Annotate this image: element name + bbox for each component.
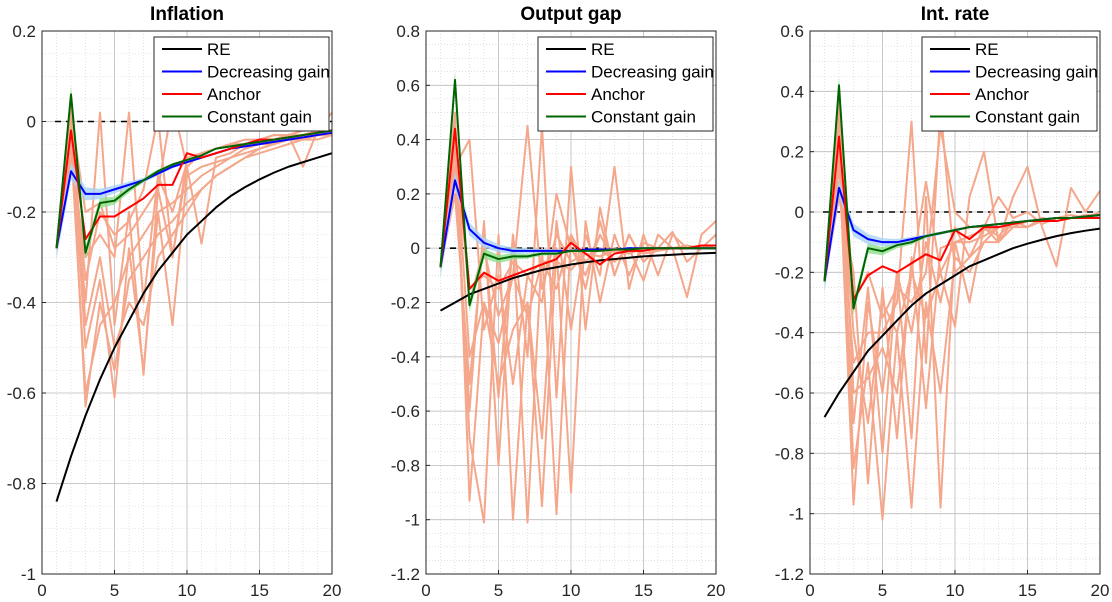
simulation-path-7 [439,152,717,290]
y-tick-label: -1.2 [391,565,420,584]
chart-title: Inflation [150,4,224,25]
simulation-path-2 [55,120,333,399]
legend: RE Decreasing gain Anchor Constant gain [921,36,1098,132]
legend-label: Decreasing gain [591,63,714,82]
panel-1: 0 5 10 15 20 0.8 0.6 0.4 0.2 0 -0.2 -0.4 -0.6 -0.8 -1 -… [391,4,726,600]
x-tick-label: 0 [37,581,46,600]
y-tick-label: -1.2 [775,565,804,584]
decreasing-gain-band [440,171,716,279]
legend-label: Decreasing gain [975,63,1098,82]
x-tick-label: 15 [250,581,269,600]
y-tick-label: -1 [21,565,36,584]
y-tick-label: -0.8 [775,444,804,463]
x-tick-label: 0 [805,581,814,600]
y-tick-label: -0.4 [775,324,804,343]
x-tick-label: 20 [707,581,726,600]
y-tick-label: 0.2 [396,185,420,204]
series-decreasing-gain [55,131,333,249]
series-re [823,227,1101,418]
legend-label: Decreasing gain [207,63,330,82]
x-tick-label: 0 [421,581,430,600]
legend-box [921,36,1098,132]
legend-label: Constant gain [207,108,312,127]
x-tick-label: 20 [1091,581,1110,600]
simulation-path-6 [439,125,717,318]
legend-label: Constant gain [975,108,1080,127]
y-tick-label: -0.2 [391,294,420,313]
chart-title: Int. rate [921,4,990,25]
series-re [55,152,333,502]
y-tick-label: -0.4 [391,348,420,367]
series-re [440,251,717,312]
x-tick-label: 10 [178,581,197,600]
series-constant-gain [823,84,1101,310]
y-tick-label: 0 [411,239,420,258]
y-tick-label: -0.6 [391,402,420,421]
series-constant-gain [55,93,333,254]
y-tick-label: -0.4 [7,294,36,313]
simulation-path-5 [823,135,1101,425]
y-tick-label: -0.6 [7,384,36,403]
legend: RE Decreasing gain Anchor Constant gain [537,36,714,132]
panel-2: 0 5 10 15 20 0.6 0.4 0.2 0 -0.2 -0.4 -0.6 -0.8 -1 -1.2… [775,4,1110,600]
y-tick-label: -0.2 [7,203,36,222]
x-tick-label: 5 [878,581,887,600]
y-tick-label: 0.4 [780,82,804,101]
y-tick-label: 0.8 [396,22,420,41]
y-tick-label: -1 [405,511,420,530]
y-tick-label: -0.8 [391,456,420,475]
legend: RE Decreasing gain Anchor Constant gain [153,36,330,132]
legend-box [153,36,330,132]
y-tick-label: 0.4 [396,131,420,150]
y-tick-label: 0.6 [396,76,420,95]
y-tick-label: 0.2 [780,143,804,162]
x-tick-label: 5 [494,581,503,600]
y-tick-label: 0.6 [780,22,804,41]
x-tick-label: 5 [110,581,119,600]
legend-label: Anchor [207,85,261,104]
simulation-path-1 [55,129,333,408]
x-tick-label: 15 [1018,581,1037,600]
y-tick-label: 0 [27,113,36,132]
panel-0: 0 5 10 15 20 0.2 0 -0.2 -0.4 -0.6 -0.8 -1 Inflation R… [7,4,342,600]
y-tick-label: 0.2 [12,22,36,41]
x-tick-label: 10 [946,581,965,600]
legend-label: Constant gain [591,108,696,127]
y-tick-label: 0 [795,203,804,222]
legend-label: Anchor [591,85,645,104]
y-tick-label: -1 [789,505,804,524]
y-tick-label: -0.8 [7,475,36,494]
x-tick-label: 15 [634,581,653,600]
legend-label: Anchor [975,85,1029,104]
chart-title: Output gap [520,4,621,25]
simulation-path-4 [439,138,716,440]
y-tick-label: -0.2 [775,263,804,282]
y-tick-label: -0.6 [775,384,804,403]
legend-box [537,36,714,132]
series-anchor [823,135,1100,301]
x-tick-label: 20 [323,581,342,600]
legend-label: RE [975,40,999,59]
legend-label: RE [591,40,615,59]
legend-label: RE [207,40,231,59]
series-constant-gain [439,78,716,307]
x-tick-label: 10 [562,581,581,600]
